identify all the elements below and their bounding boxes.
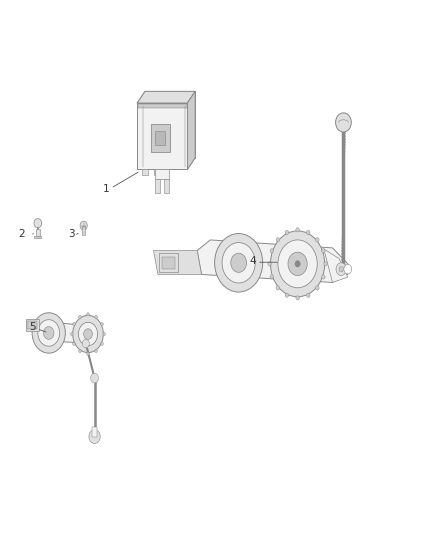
Circle shape [79,316,81,319]
Bar [162,257,175,269]
Circle shape [79,350,81,353]
Polygon shape [187,91,195,169]
Text: 1: 1 [103,184,110,194]
Circle shape [296,296,299,300]
Circle shape [231,253,247,272]
Bar [164,180,169,193]
Circle shape [321,274,325,279]
Text: 2: 2 [18,229,25,239]
Circle shape [95,316,97,319]
Bar [137,103,187,169]
Circle shape [271,231,325,297]
Circle shape [87,352,89,356]
Circle shape [276,238,279,242]
Circle shape [101,322,103,326]
Circle shape [288,252,307,276]
Circle shape [344,264,352,274]
Bar [155,131,166,144]
Circle shape [95,350,97,353]
Circle shape [82,340,89,348]
Bar [138,104,187,108]
Circle shape [101,342,103,345]
Bar [145,91,195,158]
Circle shape [73,342,75,345]
Bar [25,319,39,331]
Circle shape [316,238,319,242]
Circle shape [215,233,263,292]
Circle shape [222,243,255,283]
Circle shape [43,327,54,340]
Circle shape [91,373,99,383]
Bar [27,321,37,329]
Circle shape [316,286,319,290]
Circle shape [103,333,106,336]
Circle shape [32,313,65,353]
Circle shape [73,316,103,353]
Circle shape [84,329,92,340]
Circle shape [307,230,310,235]
Circle shape [336,263,346,276]
Polygon shape [35,321,99,344]
Circle shape [80,221,87,230]
Bar [155,169,169,180]
Polygon shape [153,251,201,274]
Circle shape [285,230,289,235]
Bar [82,226,85,235]
Circle shape [276,286,279,290]
Text: 3: 3 [68,229,75,239]
Circle shape [87,313,89,316]
Circle shape [336,113,351,132]
Bar [151,124,170,151]
Circle shape [285,293,289,297]
Bar [154,169,160,175]
Text: 5: 5 [29,322,36,332]
Polygon shape [324,249,348,282]
Bar [141,169,148,175]
Circle shape [270,274,273,279]
Bar [92,427,97,437]
Circle shape [268,262,272,266]
Text: 4: 4 [250,256,256,266]
Bar [159,253,178,272]
Bar [155,180,160,193]
Polygon shape [137,91,195,103]
Circle shape [270,249,273,253]
Circle shape [89,430,100,443]
Circle shape [71,333,73,336]
Circle shape [38,320,60,346]
Circle shape [78,322,98,346]
Circle shape [278,240,317,288]
Circle shape [34,219,42,228]
Circle shape [307,293,310,297]
Bar [36,229,40,236]
Circle shape [296,228,299,232]
Circle shape [324,262,327,266]
Circle shape [339,266,343,272]
Bar [35,236,41,238]
Polygon shape [197,240,348,282]
Circle shape [321,249,325,253]
Circle shape [295,261,300,267]
Circle shape [73,322,75,326]
